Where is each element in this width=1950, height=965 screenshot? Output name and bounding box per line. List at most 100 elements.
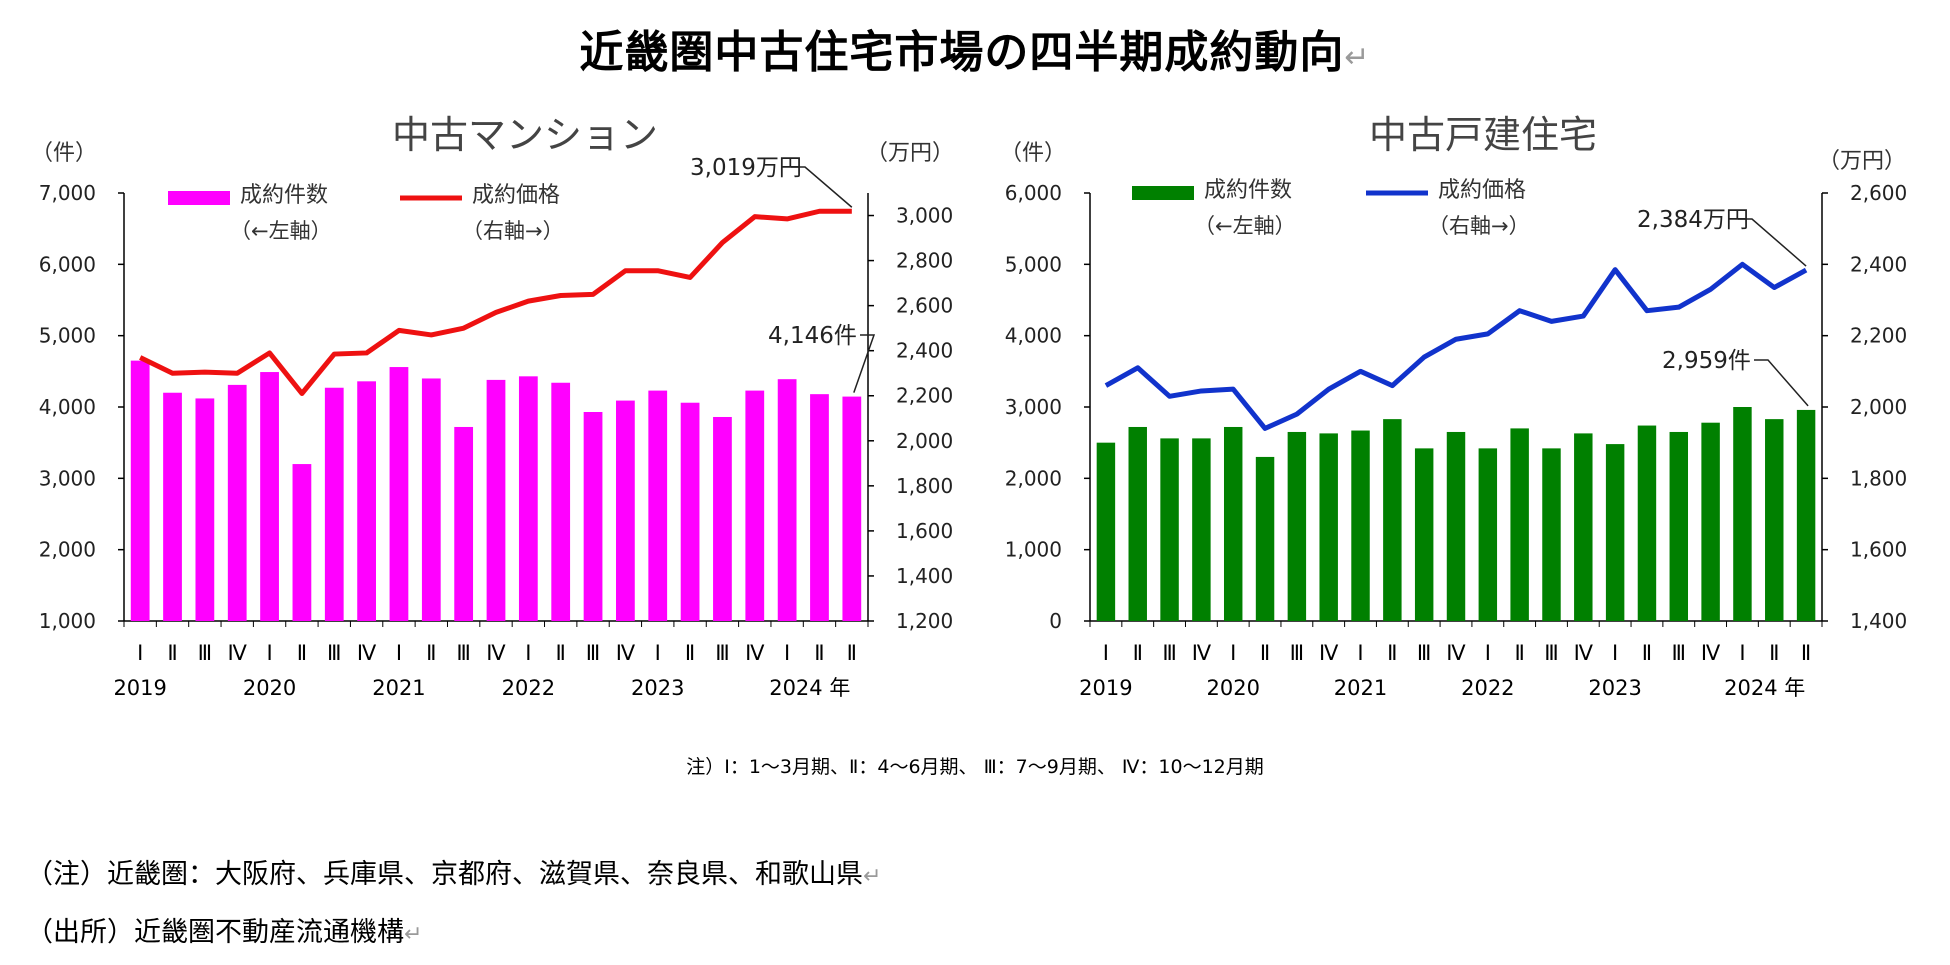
right-axis-tick-label: 2,800 <box>896 249 953 273</box>
left-axis-tick-label: 2,000 <box>1005 466 1062 490</box>
bar <box>1574 433 1593 621</box>
left-axis-tick-label: 4,000 <box>39 395 96 419</box>
left-axis-tick-label: 5,000 <box>39 324 96 348</box>
right-axis-tick-label: 2,400 <box>1850 252 1907 276</box>
bar <box>1319 433 1338 621</box>
bar <box>1096 442 1116 621</box>
left-axis-unit: （件） <box>31 141 97 166</box>
x-tick-label: Ⅱ <box>426 641 436 665</box>
x-tick-label: Ⅲ <box>586 641 600 665</box>
bar <box>260 372 279 621</box>
right-axis-tick-label: 1,800 <box>896 474 953 498</box>
x-tick-label: Ⅲ <box>1290 641 1304 665</box>
year-label: 2024 年 <box>1724 676 1805 700</box>
x-tick-label: Ⅱ <box>1387 641 1397 665</box>
x-tick-label: Ⅲ <box>327 641 341 665</box>
bar <box>518 376 538 621</box>
bar <box>130 360 150 621</box>
year-label: 2021 <box>1334 676 1387 700</box>
right-axis-tick-label: 1,600 <box>1850 538 1907 562</box>
bar <box>1796 409 1816 621</box>
year-label: 2022 <box>1461 676 1514 700</box>
left-axis-tick-label: 1,000 <box>1005 538 1062 562</box>
bar <box>810 394 829 621</box>
x-tick-label: Ⅰ <box>1739 641 1745 665</box>
x-tick-label: Ⅲ <box>1544 641 1558 665</box>
return-mark-icon: ↵ <box>1344 40 1371 75</box>
right-axis-tick-label: 1,600 <box>896 519 953 543</box>
left-axis-tick-label: 0 <box>1049 609 1062 633</box>
x-tick-label: Ⅲ <box>456 641 470 665</box>
left-axis-tick-label: 5,000 <box>1005 252 1062 276</box>
x-tick-label: Ⅱ <box>847 641 857 665</box>
right-axis-tick-label: 1,200 <box>896 609 953 633</box>
bar <box>583 411 603 621</box>
right-axis-tick-label: 2,200 <box>896 384 953 408</box>
x-tick-label: Ⅱ <box>1801 641 1811 665</box>
bar <box>195 398 215 621</box>
x-tick-label: Ⅰ <box>1103 641 1109 665</box>
footnote-source-text: （出所）近畿圏不動産流通機構 <box>26 917 404 948</box>
chart-title: 中古マンション <box>392 113 658 157</box>
bar <box>745 390 765 621</box>
return-mark-icon: ↵ <box>404 922 423 947</box>
bar <box>842 396 862 621</box>
x-tick-label: Ⅳ <box>745 641 765 665</box>
right-axis-tick-label: 1,800 <box>1850 466 1907 490</box>
bar <box>713 416 732 621</box>
left-axis-tick-label: 3,000 <box>1005 395 1062 419</box>
price-line <box>1104 261 1808 431</box>
legend-bar-swatch <box>168 191 230 205</box>
bar <box>1160 438 1179 621</box>
year-label: 2023 <box>631 676 684 700</box>
line-callout-label: 2,384万円 <box>1637 207 1749 233</box>
right-axis-tick-label: 2,600 <box>1850 181 1907 205</box>
x-tick-label: Ⅳ <box>616 641 636 665</box>
x-tick-label: Ⅰ <box>525 641 531 665</box>
year-label: 2022 <box>502 676 555 700</box>
bar <box>1733 407 1752 621</box>
x-tick-label: Ⅲ <box>715 641 729 665</box>
bar <box>680 402 700 621</box>
quarter-note: 注）Ⅰ：1～3月期、Ⅱ：4～6月期、 Ⅲ：7～9月期、 Ⅳ：10～12月期 <box>686 756 1264 778</box>
bar <box>1637 425 1657 621</box>
bar <box>1701 422 1720 621</box>
bar-callout-label: 4,146件 <box>768 323 857 349</box>
x-tick-label: Ⅰ <box>266 641 272 665</box>
x-tick-label: Ⅱ <box>1514 641 1524 665</box>
x-tick-label: Ⅳ <box>357 641 377 665</box>
year-label: 2019 <box>1079 676 1132 700</box>
x-tick-label: Ⅳ <box>1701 641 1721 665</box>
bar <box>1414 448 1434 621</box>
x-tick-label: Ⅱ <box>814 641 824 665</box>
left-axis-tick-label: 2,000 <box>39 538 96 562</box>
x-tick-label: Ⅱ <box>1642 641 1652 665</box>
x-tick-label: Ⅲ <box>1162 641 1176 665</box>
bar <box>1192 438 1211 621</box>
bar <box>357 381 376 621</box>
bar <box>1255 456 1275 621</box>
bar <box>1765 419 1784 621</box>
left-axis-tick-label: 3,000 <box>39 466 96 490</box>
bar <box>616 400 635 621</box>
bar <box>1510 428 1529 621</box>
legend-bar-label: 成約件数 <box>240 183 328 208</box>
bar <box>1446 431 1466 621</box>
right-axis-tick-label: 2,000 <box>896 429 953 453</box>
x-tick-label: Ⅱ <box>297 641 307 665</box>
x-tick-label: Ⅱ <box>1260 641 1270 665</box>
legend-line-label: 成約価格 <box>472 183 560 208</box>
right-axis-unit: （万円） <box>1818 149 1906 174</box>
bar <box>1478 448 1498 621</box>
left-axis-unit: （件） <box>1000 141 1066 166</box>
x-tick-label: Ⅳ <box>486 641 506 665</box>
x-tick-label: Ⅰ <box>396 641 402 665</box>
bar <box>1223 426 1243 621</box>
line-callout-leader <box>791 166 853 208</box>
right-axis-tick-label: 2,200 <box>1850 324 1907 348</box>
x-tick-label: Ⅳ <box>1446 641 1466 665</box>
x-tick-label: Ⅳ <box>1192 641 1212 665</box>
x-tick-label: Ⅰ <box>655 641 661 665</box>
price-line <box>139 208 852 396</box>
